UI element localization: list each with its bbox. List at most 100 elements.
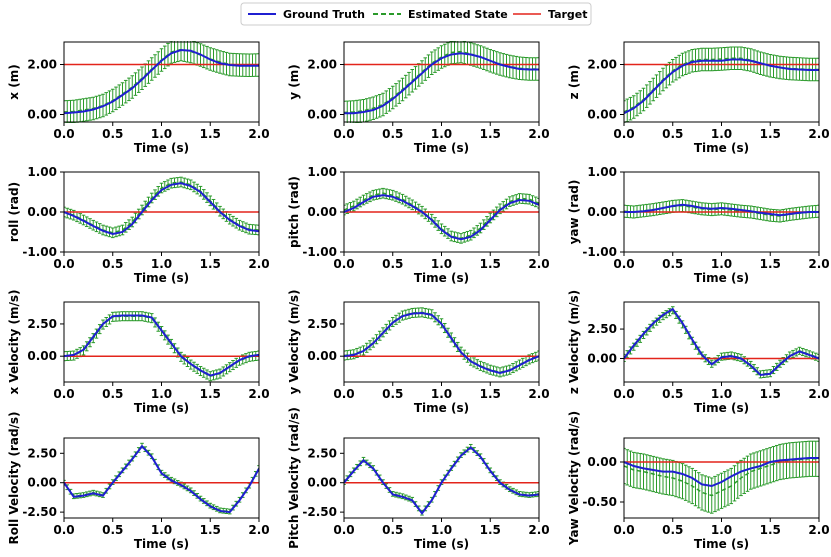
y-tick-label: 2.50 <box>27 446 57 460</box>
y-tick-label: -1.00 <box>22 245 57 259</box>
series-ground-truth <box>64 314 259 377</box>
y-tick-label: 2.00 <box>27 58 57 72</box>
y-tick-label: 0.00 <box>587 108 617 122</box>
x-tick-label: 0.5 <box>382 387 403 401</box>
subplot: 0.0 0.5 1.0 1.5 2.0 0.00 2.50 Time (s) x Velocit… <box>7 289 270 415</box>
y-axis-label: z (m) <box>567 65 581 100</box>
subplot: 0.0 0.5 1.0 1.5 2.0 -2.50 0.00 2.50 Time (s) Pitc… <box>287 407 550 551</box>
x-tick-label: 1.5 <box>760 257 781 271</box>
series-ground-truth <box>64 48 259 115</box>
x-tick-label: 0.5 <box>662 387 683 401</box>
y-axis-label: x (m) <box>7 64 21 99</box>
legend-label-ground-truth: Ground Truth <box>283 8 365 21</box>
series-ground-truth <box>624 58 819 115</box>
x-axis-label: Time (s) <box>414 271 469 285</box>
x-tick-label: 1.5 <box>480 127 501 141</box>
y-tick-label: -2.50 <box>22 505 57 519</box>
y-tick-label: 0.00 <box>27 205 57 219</box>
legend: Ground Truth Estimated State Target <box>240 2 592 26</box>
x-tick-label: 1.0 <box>151 387 172 401</box>
x-tick-label: 1.0 <box>151 257 172 271</box>
series-estimated-state <box>624 309 819 376</box>
x-tick-label: 1.5 <box>760 387 781 401</box>
subplot: 0.0 0.5 1.0 1.5 2.0 -2.50 0.00 2.50 Time (s) Roll… <box>7 411 270 551</box>
subplot: 0.0 0.5 1.0 1.5 2.0 0.00 2.00 Time (s) z (m) <box>567 41 830 155</box>
x-axis-label: Time (s) <box>694 537 749 551</box>
x-tick-label: 0.0 <box>333 127 354 141</box>
y-tick-label: 0.00 <box>27 476 57 490</box>
x-tick-label: 0.5 <box>102 387 123 401</box>
x-tick-label: 0.0 <box>613 257 634 271</box>
x-tick-label: 0.0 <box>333 523 354 537</box>
legend-frame <box>240 2 592 26</box>
y-axis-label: yaw (rad) <box>567 180 581 245</box>
subplot: 0.0 0.5 1.0 1.5 2.0 -1.00 0.00 1.00 Time (s) roll… <box>7 165 270 285</box>
x-tick-label: 1.5 <box>760 523 781 537</box>
x-tick-label: 0.0 <box>53 387 74 401</box>
y-tick-label: 2.00 <box>587 58 617 72</box>
x-tick-label: 2.0 <box>808 257 829 271</box>
y-tick-label: -0.50 <box>582 495 617 509</box>
x-tick-label: 0.0 <box>613 523 634 537</box>
x-axis-label: Time (s) <box>694 141 749 155</box>
y-tick-label: 0.00 <box>27 108 57 122</box>
x-tick-label: 1.0 <box>151 523 172 537</box>
y-axis-label: y Velocity (m/s) <box>287 289 301 394</box>
plot-area <box>64 311 259 382</box>
x-tick-label: 2.0 <box>248 523 269 537</box>
y-tick-label: 2.50 <box>587 322 617 336</box>
y-axis-label: Yaw Velocity (rad/s) <box>567 411 581 546</box>
y-axis-label: x Velocity (m/s) <box>7 289 21 394</box>
plot-area <box>64 176 259 239</box>
x-tick-label: 1.5 <box>480 387 501 401</box>
x-tick-label: 1.0 <box>431 257 452 271</box>
x-tick-label: 0.0 <box>53 523 74 537</box>
series-ground-truth <box>344 194 539 241</box>
x-tick-label: 2.0 <box>808 127 829 141</box>
subplot: 0.0 0.5 1.0 1.5 2.0 0.00 2.50 Time (s) y Velocit… <box>287 289 550 415</box>
subplot: 0.0 0.5 1.0 1.5 2.0 0.00 2.00 Time (s) y (m) <box>287 41 550 155</box>
x-tick-label: 0.0 <box>333 257 354 271</box>
subplot: 0.0 0.5 1.0 1.5 2.0 -0.50 0.00 Time (s) Yaw Velo… <box>567 411 830 551</box>
x-tick-label: 1.5 <box>760 127 781 141</box>
series-ground-truth <box>344 446 539 515</box>
x-axis-label: Time (s) <box>694 401 749 415</box>
plot-area <box>344 41 539 123</box>
x-tick-label: 2.0 <box>808 523 829 537</box>
x-tick-label: 0.0 <box>53 257 74 271</box>
axes-frame <box>63 437 260 519</box>
plot-area <box>344 307 539 378</box>
x-tick-label: 0.0 <box>53 127 74 141</box>
x-tick-label: 1.0 <box>711 127 732 141</box>
subplot: 0.0 0.5 1.0 1.5 2.0 0.00 2.50 Time (s) z Velocit… <box>567 290 830 415</box>
x-axis-label: Time (s) <box>414 537 469 551</box>
y-tick-label: -2.50 <box>302 505 337 519</box>
x-tick-label: 1.0 <box>431 523 452 537</box>
y-tick-label: 0.00 <box>307 108 337 122</box>
axes-frame <box>343 437 540 519</box>
subplot: 0.0 0.5 1.0 1.5 2.0 -1.00 0.00 1.00 Time (s) pitc… <box>287 165 550 285</box>
legend-label-target: Target <box>548 8 588 21</box>
plot-area <box>624 46 819 123</box>
y-tick-label: -1.00 <box>302 245 337 259</box>
series-estimated-state <box>64 444 259 513</box>
x-tick-label: 1.0 <box>431 387 452 401</box>
x-tick-label: 0.5 <box>102 127 123 141</box>
y-tick-label: 2.50 <box>27 317 57 331</box>
x-tick-label: 2.0 <box>248 257 269 271</box>
x-tick-label: 0.5 <box>382 523 403 537</box>
x-tick-label: 1.5 <box>200 523 221 537</box>
subplot: 0.0 0.5 1.0 1.5 2.0 0.00 2.00 Time (s) x (m) <box>7 41 270 155</box>
y-tick-label: 0.00 <box>587 351 617 365</box>
x-tick-label: 1.5 <box>200 257 221 271</box>
x-tick-label: 2.0 <box>248 387 269 401</box>
y-tick-label: 0.00 <box>587 205 617 219</box>
plot-area <box>624 199 819 223</box>
x-tick-label: 2.0 <box>808 387 829 401</box>
x-axis-label: Time (s) <box>414 401 469 415</box>
series-ground-truth <box>64 182 259 236</box>
x-axis-label: Time (s) <box>134 141 189 155</box>
series-ground-truth <box>344 311 539 375</box>
x-tick-label: 0.0 <box>613 387 634 401</box>
